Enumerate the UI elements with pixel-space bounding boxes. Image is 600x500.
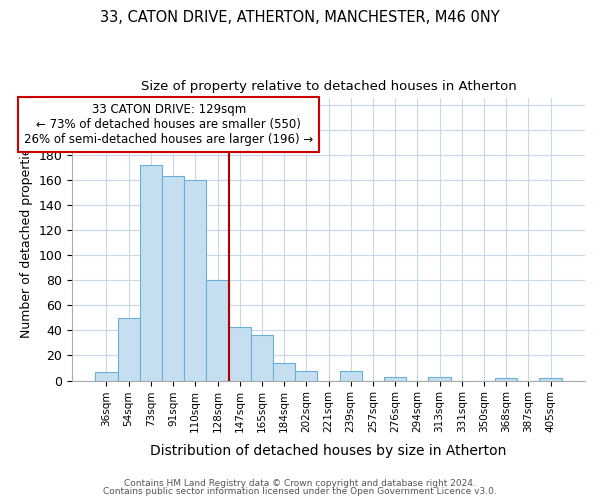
Bar: [140, 165, 162, 380]
Bar: [184, 180, 206, 380]
Y-axis label: Number of detached properties: Number of detached properties: [20, 141, 33, 338]
Bar: [118, 318, 140, 380]
Title: Size of property relative to detached houses in Atherton: Size of property relative to detached ho…: [140, 80, 517, 93]
Text: 33 CATON DRIVE: 129sqm
← 73% of detached houses are smaller (550)
26% of semi-de: 33 CATON DRIVE: 129sqm ← 73% of detached…: [24, 104, 313, 146]
X-axis label: Distribution of detached houses by size in Atherton: Distribution of detached houses by size …: [151, 444, 507, 458]
Bar: [340, 370, 362, 380]
Text: Contains public sector information licensed under the Open Government Licence v3: Contains public sector information licen…: [103, 487, 497, 496]
Bar: [229, 326, 251, 380]
Bar: [251, 336, 273, 380]
Bar: [206, 280, 229, 380]
Bar: [295, 370, 317, 380]
Bar: [273, 363, 295, 380]
Text: Contains HM Land Registry data © Crown copyright and database right 2024.: Contains HM Land Registry data © Crown c…: [124, 478, 476, 488]
Bar: [384, 377, 406, 380]
Bar: [95, 372, 118, 380]
Bar: [495, 378, 517, 380]
Bar: [539, 378, 562, 380]
Bar: [428, 377, 451, 380]
Bar: [162, 176, 184, 380]
Text: 33, CATON DRIVE, ATHERTON, MANCHESTER, M46 0NY: 33, CATON DRIVE, ATHERTON, MANCHESTER, M…: [100, 10, 500, 25]
